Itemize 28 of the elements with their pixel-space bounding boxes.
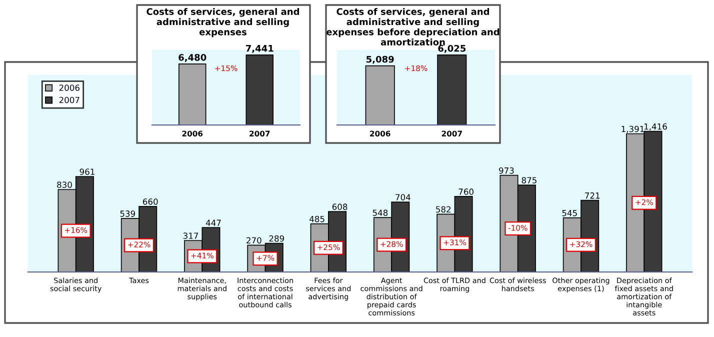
data-label: 721 [585,192,600,199]
data-label: 608 [332,204,348,210]
data-label: 548 [372,210,388,216]
legend-label: 2007 [59,96,80,104]
data-label: 582 [436,206,450,213]
data-label: 704 [396,194,410,200]
data-label: 1,391 [622,126,644,134]
data-label: 830 [57,182,72,188]
data-label: 270 [246,237,262,244]
data-label: 289 [269,235,284,242]
data-label: 5,089 [366,56,394,64]
legend-label: 2006 [59,84,80,91]
chart-title: Costs of services, general and administrative and selling expenses [146,8,300,38]
data-label: 6,480 [178,54,206,62]
data-label: 447 [206,220,221,226]
data-label: 6,025 [438,44,466,53]
data-label: 760 [458,188,474,195]
data-label: 1,416 [644,123,667,131]
data-label: 485 [310,216,324,222]
data-label: 973 [499,167,514,174]
data-label: 660 [143,198,158,205]
data-label: 545 [562,210,577,216]
data-label: 875 [522,177,536,184]
data-label: 317 [183,232,198,239]
chart-title: Costs of services, general and administrative and selling expenses before depreciation and amortization [326,8,500,46]
data-label: 961 [80,168,94,175]
data-label: 539 [120,210,136,217]
data-label: 7,441 [246,45,274,53]
